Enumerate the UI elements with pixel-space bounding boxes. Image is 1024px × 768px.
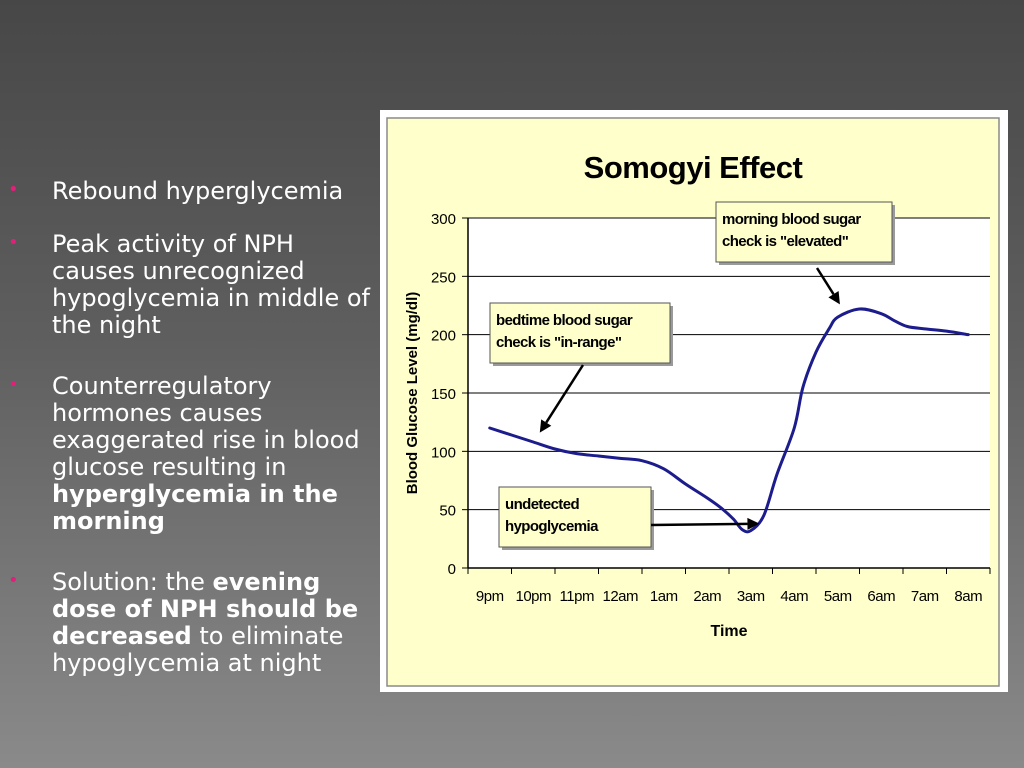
bullet-item: • Counterregulatory hormones causes exag… bbox=[0, 373, 370, 535]
callout-box bbox=[489, 302, 671, 364]
bullet-dot-icon: • bbox=[8, 232, 19, 253]
y-tick-label: 300 bbox=[431, 211, 456, 228]
x-tick-label: 11pm bbox=[560, 588, 594, 605]
callout-arrow bbox=[650, 522, 748, 527]
bullet-item: • Peak activity of NPH causes unrecogniz… bbox=[0, 231, 370, 339]
callout-text: bedtime blood sugar bbox=[496, 312, 633, 329]
bullet-list: • Rebound hyperglycemia • Peak activity … bbox=[0, 172, 370, 677]
callout-box bbox=[498, 486, 652, 548]
arrowhead-icon bbox=[828, 290, 840, 305]
callout-text: check is "in-range" bbox=[496, 334, 622, 351]
arrowhead-icon bbox=[539, 419, 552, 433]
y-tick-label: 150 bbox=[431, 386, 456, 403]
bullet-dot-icon: • bbox=[8, 179, 19, 200]
arrowhead-icon bbox=[747, 517, 760, 530]
y-tick-label: 250 bbox=[431, 269, 456, 286]
somogyi-chart: 0 50 100 150 200 250 300 9pm 10pm 11pm 12am 1am 2am 3… bbox=[386, 117, 1000, 687]
callout-arrow bbox=[815, 267, 835, 295]
x-tick-label: 5am bbox=[824, 588, 852, 605]
chart-title: Somogyi Effect bbox=[584, 150, 803, 185]
x-axis-label: Time bbox=[710, 623, 747, 640]
bullet-text: Counterregulatory hormones causes exagge… bbox=[52, 372, 360, 535]
y-tick-label: 100 bbox=[431, 444, 456, 461]
y-tick-label: 0 bbox=[448, 561, 456, 578]
bullet-dot-icon: • bbox=[8, 374, 19, 395]
x-tick-label: 1am bbox=[650, 588, 678, 605]
callout-box bbox=[715, 201, 893, 263]
bullet-dot-icon: • bbox=[8, 570, 19, 591]
x-tick-label: 12am bbox=[602, 588, 638, 605]
bullet-text: Rebound hyperglycemia bbox=[52, 177, 344, 205]
x-tick-label: 7am bbox=[911, 588, 939, 605]
callout-text: undetected bbox=[505, 496, 579, 513]
y-axis-label: Blood Glucose Level (mg/dl) bbox=[404, 292, 421, 495]
bullet-text: Solution: the evening dose of NPH should… bbox=[52, 568, 359, 677]
x-tick-label: 2am bbox=[693, 588, 721, 605]
bullet-item: • Rebound hyperglycemia bbox=[0, 178, 370, 205]
callout-text: check is "elevated" bbox=[722, 233, 849, 250]
bullet-text: Peak activity of NPH causes unrecognized… bbox=[52, 230, 370, 339]
chart-frame: 0 50 100 150 200 250 300 9pm 10pm 11pm 12am 1am 2am 3… bbox=[380, 110, 1008, 692]
callout-text: morning blood sugar bbox=[722, 211, 861, 228]
x-tick-label: 4am bbox=[780, 588, 808, 605]
bullet-item: • Solution: the evening dose of NPH shou… bbox=[0, 569, 370, 677]
x-tick-label: 3am bbox=[737, 588, 765, 605]
x-tick-label: 8am bbox=[954, 588, 982, 605]
callout-text: hypoglycemia bbox=[505, 518, 599, 535]
y-tick-label: 200 bbox=[431, 328, 456, 345]
y-tick-label: 50 bbox=[439, 503, 456, 520]
x-tick-label: 6am bbox=[867, 588, 895, 605]
x-tick-label: 10pm bbox=[515, 588, 551, 605]
callout-arrow bbox=[545, 364, 585, 424]
glucose-line bbox=[488, 307, 970, 534]
x-tick-label: 9pm bbox=[476, 588, 504, 605]
